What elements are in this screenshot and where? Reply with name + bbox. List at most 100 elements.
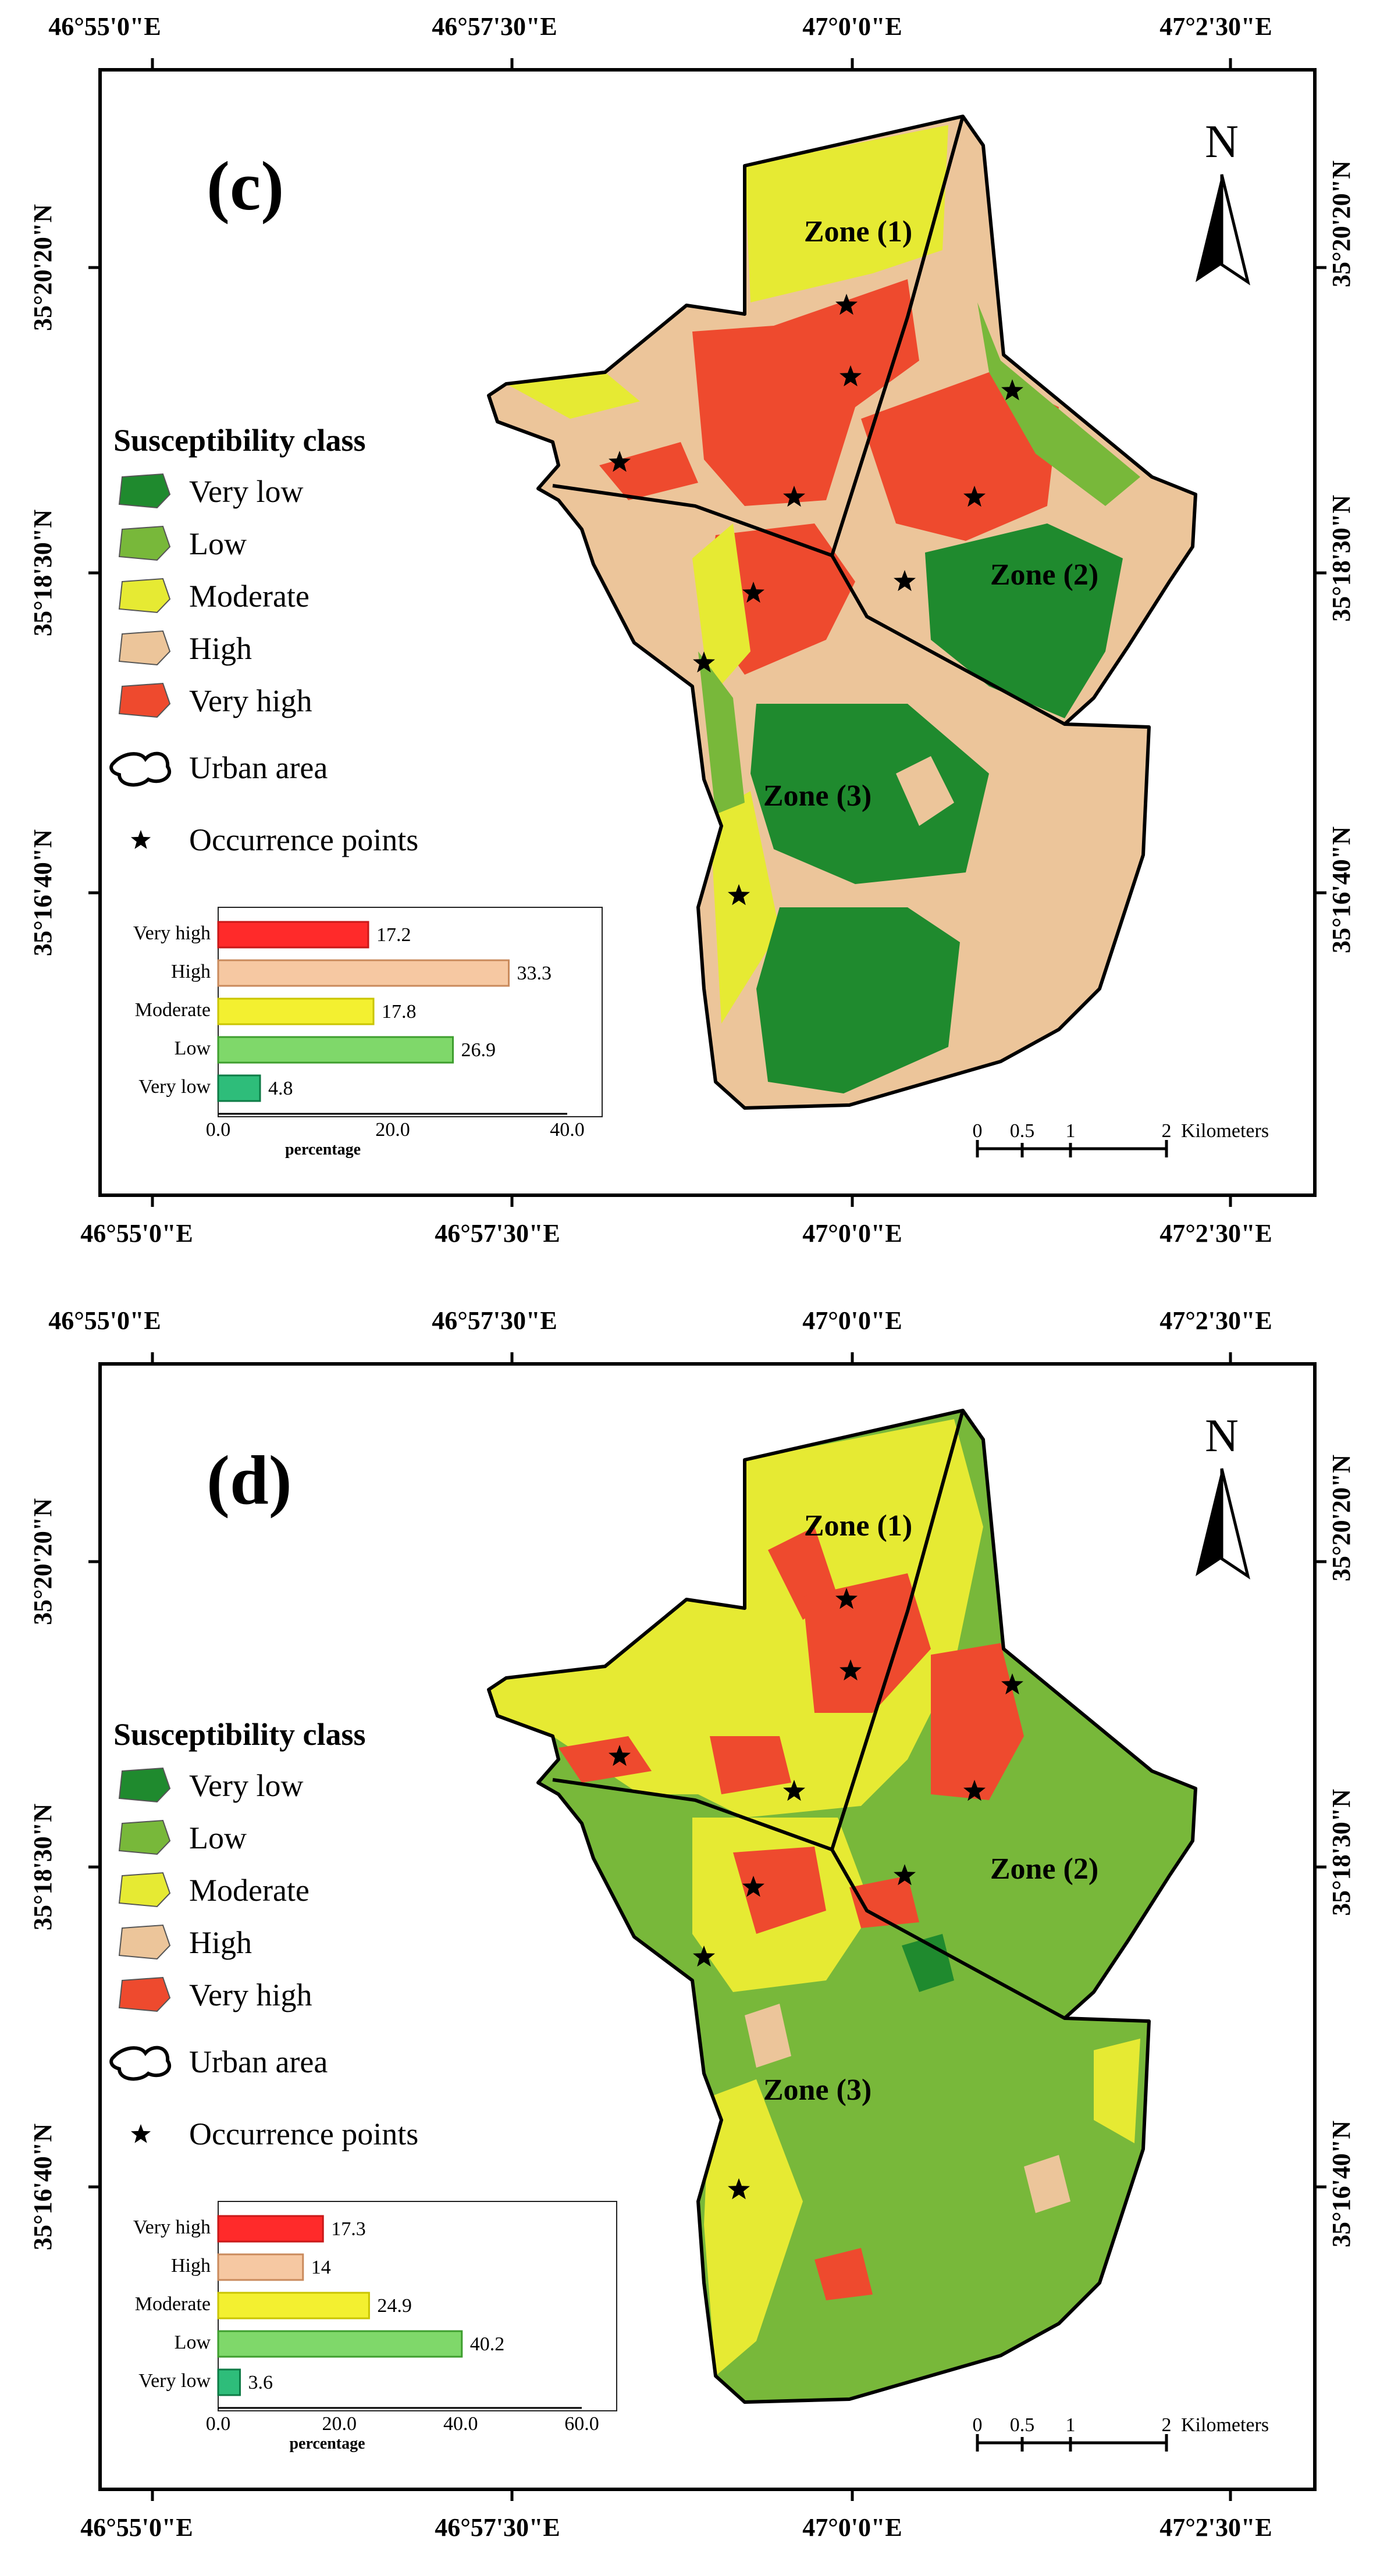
- coord-bottom-1: 46°55'0"E: [80, 1219, 193, 1248]
- map-patch-high: [1024, 2155, 1070, 2213]
- bar-value-label: 26.9: [461, 1039, 496, 1061]
- scale-tick-0: 0: [973, 1120, 983, 1142]
- legend-swatch-very-high: [118, 1976, 171, 2012]
- bar-x-axis-label: percentage: [289, 2435, 365, 2453]
- urban-area-boundary: [487, 1409, 1197, 2404]
- map-patch-very-low: [756, 907, 960, 1093]
- coord-top-2: 46°57'30"E: [432, 12, 557, 41]
- left-coordinates: 35°20'20"N 35°18'30"N 35°16'40"N: [29, 204, 57, 956]
- zone-3-label: Zone (3): [763, 2073, 872, 2107]
- coord-left-2: 35°18'30"N: [29, 510, 57, 636]
- occurrence-point-star: [835, 294, 858, 315]
- zone-2-label: Zone (2): [990, 1852, 1098, 1886]
- north-arrow-icon: N: [1196, 1410, 1250, 1580]
- legend-swatch-high: [118, 1924, 171, 1960]
- bar-value-label: 17.8: [382, 1001, 417, 1022]
- map-panel-c: 46°55'0"E 46°57'30"E 47°0'0"E 47°2'30"E …: [0, 0, 1373, 1280]
- occurrence-point-star: [963, 1780, 986, 1801]
- bar-x-tick-label: 60.0: [564, 2413, 599, 2435]
- legend-label-moderate: Moderate: [189, 579, 310, 614]
- susceptibility-map: [489, 1410, 1196, 2402]
- bar-category-label: Low: [175, 2332, 211, 2353]
- legend-swatch-moderate: [118, 1872, 171, 1908]
- occurrence-point-star: [783, 486, 805, 507]
- map-patch-low: [698, 651, 745, 814]
- coord-bottom-2: 46°57'30"E: [435, 2513, 560, 2542]
- coord-bottom-4: 47°2'30"E: [1159, 2513, 1272, 2542]
- bar-very-high: [217, 2215, 324, 2243]
- coord-top-1: 46°55'0"E: [48, 12, 161, 41]
- coord-bottom-1: 46°55'0"E: [80, 2513, 193, 2542]
- top-coordinates: 46°55'0"E 46°57'30"E 47°0'0"E 47°2'30"E: [48, 1306, 1272, 1335]
- coord-top-3: 47°0'0"E: [802, 12, 902, 41]
- zone-3-label: Zone (3): [763, 779, 872, 813]
- coord-top-1: 46°55'0"E: [48, 1306, 161, 1335]
- map-patch-low: [977, 302, 1140, 506]
- bar-very-high: [217, 921, 369, 949]
- legend-swatch-very-low: [118, 1767, 171, 1803]
- coord-bottom-4: 47°2'30"E: [1159, 1219, 1272, 1248]
- map-patch-moderate: [692, 523, 750, 698]
- map-patch-very-high: [559, 1736, 652, 1783]
- occurrence-point-star: [609, 451, 631, 472]
- occurrence-point-icon: [130, 2124, 151, 2143]
- legend-label-very-high: Very high: [189, 683, 312, 718]
- left-coordinates: 35°20'20"N 35°18'30"N 35°16'40"N: [29, 1498, 57, 2250]
- legend-title: Susceptibility class: [113, 423, 366, 458]
- legend-label-low: Low: [189, 1820, 247, 1855]
- north-arrow-icon: N: [1196, 116, 1250, 286]
- coord-right-3: 35°16'40"N: [1327, 2121, 1356, 2247]
- bar-x-tick-label: 0.0: [206, 2413, 231, 2435]
- bar-moderate: [217, 997, 375, 1025]
- occurrence-point-star: [840, 1659, 862, 1681]
- bar-low: [217, 1036, 454, 1064]
- legend-swatch-moderate: [118, 578, 171, 614]
- scale-tick-2: 2: [1162, 2414, 1172, 2436]
- map-patch-very-high: [599, 442, 698, 500]
- coord-left-1: 35°20'20"N: [29, 1498, 57, 1625]
- legend-label-low: Low: [189, 526, 247, 561]
- bar-category-label: Very high: [133, 922, 211, 944]
- zone-1-label: Zone (1): [804, 1509, 912, 1542]
- occurrence-point-star: [1001, 1673, 1023, 1695]
- legend: Susceptibility class Very low Low Moderate…: [109, 1717, 418, 2151]
- map-panel-d: 46°55'0"E 46°57'30"E 47°0'0"E 47°2'30"E …: [0, 1294, 1373, 2574]
- bar-category-label: Low: [175, 1038, 211, 1059]
- occurrence-point-star: [742, 582, 764, 603]
- bar-value-label: 14: [311, 2257, 331, 2278]
- legend-label-high: High: [189, 631, 252, 666]
- bar-category-label: Very low: [138, 1076, 211, 1098]
- zone-1-label: Zone (1): [804, 215, 912, 248]
- bar-x-axis-label: percentage: [285, 1141, 361, 1159]
- coord-right-1: 35°20'20"N: [1327, 161, 1356, 287]
- frame-ticks: [88, 1352, 1326, 2501]
- map-patch-very-high: [849, 1876, 919, 1928]
- bar-high: [217, 2253, 304, 2281]
- coord-top-2: 46°57'30"E: [432, 1306, 557, 1335]
- bar-category-label: High: [171, 961, 211, 982]
- legend-points-label: Occurrence points: [189, 822, 418, 857]
- bar-high: [217, 959, 510, 987]
- map-patch-moderate: [489, 1419, 983, 1818]
- occurrence-points: [609, 1588, 1023, 2200]
- legend-label-very-high: Very high: [189, 1978, 312, 2012]
- bar-x-tick-label: 20.0: [375, 1119, 410, 1141]
- map-patch-very-high: [733, 1847, 826, 1934]
- coord-right-2: 35°18'30"N: [1327, 1789, 1356, 1916]
- scale-tick-05: 0.5: [1010, 1120, 1035, 1142]
- legend-label-very-low: Very low: [189, 1768, 303, 1803]
- bar-x-tick-label: 40.0: [550, 1119, 585, 1141]
- scale-tick-1: 1: [1066, 1120, 1076, 1142]
- bar-x-tick-label: 40.0: [443, 2413, 478, 2435]
- scale-unit: Kilometers: [1181, 1120, 1269, 1142]
- coord-left-3: 35°16'40"N: [29, 829, 57, 956]
- bar-category-label: Very high: [133, 2217, 211, 2238]
- map-patch-moderate: [710, 791, 780, 1024]
- urban-area-boundary: [487, 115, 1197, 1110]
- map-patch-moderate: [704, 2079, 803, 2376]
- occurrence-points: [609, 294, 1023, 906]
- legend-label-moderate: Moderate: [189, 1873, 310, 1908]
- scale-tick-05: 0.5: [1010, 2414, 1035, 2436]
- bar-value-label: 24.9: [377, 2295, 412, 2317]
- map-patch-very-high: [814, 2248, 873, 2300]
